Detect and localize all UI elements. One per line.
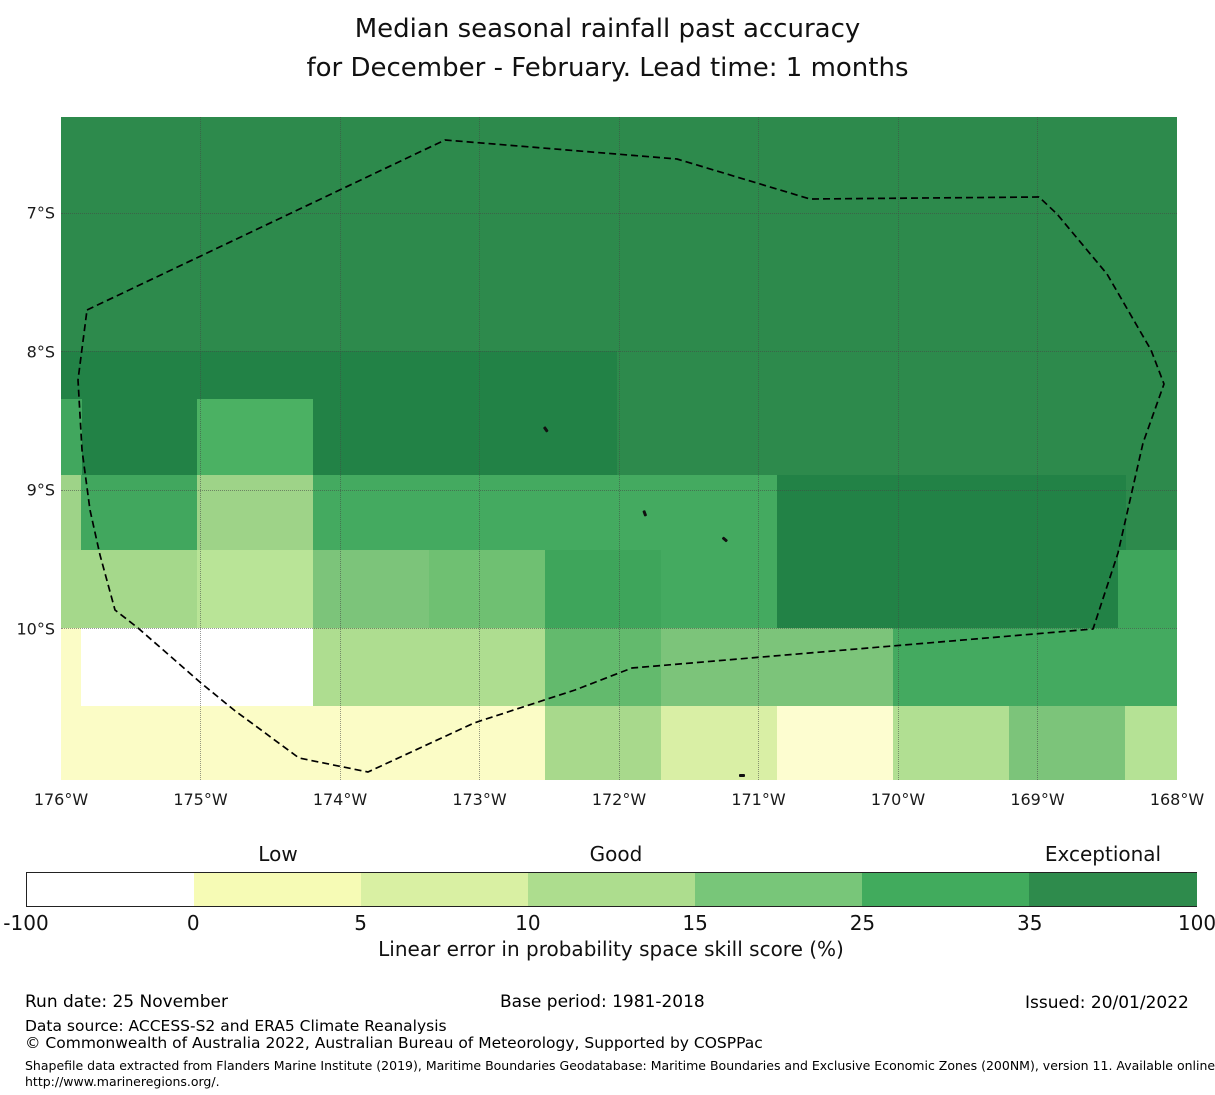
chart-title-line1: Median seasonal rainfall past accuracy — [354, 14, 861, 44]
map-cell — [777, 706, 894, 780]
colorbar-segment — [695, 873, 864, 906]
x-tick-label: 173°W — [452, 790, 507, 809]
eez-boundary-line — [77, 139, 1165, 773]
map-cell — [1125, 706, 1177, 780]
island-marker — [739, 774, 745, 777]
map-cell — [777, 550, 1119, 629]
map-cell — [313, 475, 778, 551]
colorbar-segment — [528, 873, 697, 906]
colorbar-segment — [1029, 873, 1198, 906]
chart-title: Median seasonal rainfall past accuracy f… — [0, 10, 1215, 88]
y-tick-label: 9°S — [26, 480, 55, 500]
x-tick-label: 168°W — [1149, 790, 1205, 809]
x-tick-label: 175°W — [173, 790, 228, 809]
map-cell — [313, 550, 430, 629]
map-cell — [313, 351, 617, 476]
map-cell — [661, 628, 894, 707]
shapefile-note-line1: Shapefile data extracted from Flanders M… — [25, 1058, 1215, 1073]
map-cell — [61, 706, 546, 780]
map-cell — [777, 399, 1126, 476]
y-tick-label: 10°S — [16, 619, 55, 638]
map-cell — [1009, 706, 1126, 780]
map-cell — [1118, 550, 1177, 629]
latitude-gridline — [61, 490, 1177, 491]
map-cell — [429, 550, 546, 629]
map-cell — [197, 550, 314, 629]
map-cell — [545, 706, 662, 780]
base-period-text: Base period: 1981-2018 — [500, 992, 705, 1012]
colorbar-tick-label: -100 — [3, 911, 49, 935]
longitude-gridline — [200, 117, 201, 780]
longitude-gridline — [340, 117, 341, 780]
colorbar-segment — [862, 873, 1031, 906]
colorbar-segment — [361, 873, 530, 906]
run-date-text: Run date: 25 November — [25, 992, 228, 1012]
colorbar-tick-label: 5 — [354, 911, 367, 935]
map-cell — [61, 475, 82, 551]
colorbar-category-label: Low — [258, 842, 298, 866]
y-tick-label: 7°S — [26, 203, 55, 223]
colorbar-tick-label: 100 — [1177, 911, 1215, 935]
map-cell — [545, 550, 662, 629]
copyright-text: © Commonwealth of Australia 2022, Austra… — [25, 1034, 763, 1052]
longitude-gridline — [619, 117, 620, 780]
colorbar-tick-label: 15 — [682, 911, 708, 935]
shapefile-note-line2: http://www.marineregions.org/. — [25, 1074, 220, 1089]
x-tick-label: 172°W — [591, 790, 647, 809]
latitude-gridline — [61, 351, 1177, 352]
map-cell — [81, 475, 198, 551]
chart-title-line2: for December - February. Lead time: 1 mo… — [306, 53, 909, 83]
y-tick-label: 8°S — [26, 342, 55, 361]
x-tick-label: 170°W — [870, 790, 926, 809]
eez-boundary-layer — [77, 139, 1165, 773]
map-cell — [893, 706, 1010, 780]
colorbar-category-label: Exceptional — [1044, 842, 1162, 866]
colorbar-segment — [27, 873, 196, 906]
colorbar-tick-label: 25 — [849, 911, 876, 935]
longitude-gridline — [479, 117, 480, 780]
issued-text: Issued: 20/01/2022 — [1025, 993, 1189, 1013]
colorbar-tick-label: 35 — [1016, 911, 1043, 935]
map-cell — [777, 475, 1126, 551]
map-cell — [197, 475, 314, 551]
colorbar-tick-label: 0 — [186, 911, 200, 935]
latitude-gridline — [61, 628, 1177, 629]
longitude-gridline — [1037, 117, 1038, 780]
skill-map — [61, 117, 1177, 780]
x-tick-label: 174°W — [312, 790, 368, 809]
map-cell — [61, 399, 82, 476]
map-cell — [313, 628, 546, 707]
colorbar-segment — [194, 873, 363, 906]
colorbar — [26, 872, 1198, 907]
map-cell — [61, 550, 198, 629]
map-cell — [197, 399, 314, 476]
map-cell — [81, 628, 314, 707]
x-tick-label: 169°W — [1010, 790, 1065, 809]
latitude-gridline — [61, 213, 1177, 214]
x-tick-label: 171°W — [731, 790, 786, 809]
longitude-gridline — [898, 117, 899, 780]
data-source-text: Data source: ACCESS-S2 and ERA5 Climate … — [25, 1017, 447, 1035]
longitude-gridline — [758, 117, 759, 780]
x-tick-label: 176°W — [33, 790, 89, 809]
map-cell — [61, 628, 82, 707]
colorbar-axis-label: Linear error in probability space skill … — [378, 937, 844, 961]
colorbar-category-label: Good — [589, 842, 643, 866]
colorbar-tick-label: 10 — [515, 911, 541, 935]
